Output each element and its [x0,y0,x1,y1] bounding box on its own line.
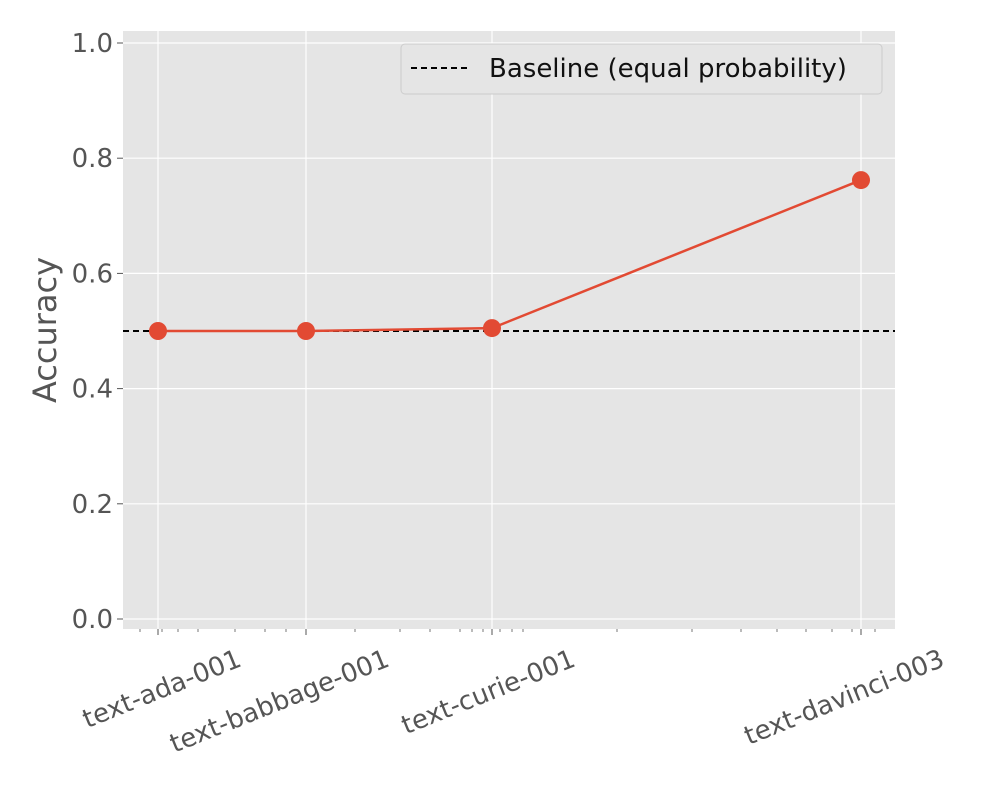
data-point [149,322,167,340]
x-tick-label: text-curie-001 [397,644,579,741]
series-layer [149,171,870,340]
minor-ticks [139,629,876,632]
grid-lines [123,31,895,629]
y-axis-ticks: 0.0 0.2 0.4 0.6 0.8 1.0 [72,29,123,635]
data-point [852,171,870,190]
data-point [483,319,501,338]
x-tick-label: text-davinci-003 [740,644,948,752]
legend-baseline-label: Baseline (equal probability) [489,54,847,84]
data-point [297,322,315,340]
y-tick-label: 0.6 [72,259,113,289]
legend: Baseline (equal probability) [400,43,883,95]
y-tick-label: 1.0 [72,29,113,59]
legend-box [400,43,883,95]
y-axis-label: Accuracy [26,257,64,403]
y-tick-label: 0.0 [72,605,113,635]
series-line [158,178,862,333]
y-tick-label: 0.4 [72,375,113,405]
y-tick-label: 0.2 [72,490,113,520]
y-tick-label: 0.8 [72,144,113,174]
